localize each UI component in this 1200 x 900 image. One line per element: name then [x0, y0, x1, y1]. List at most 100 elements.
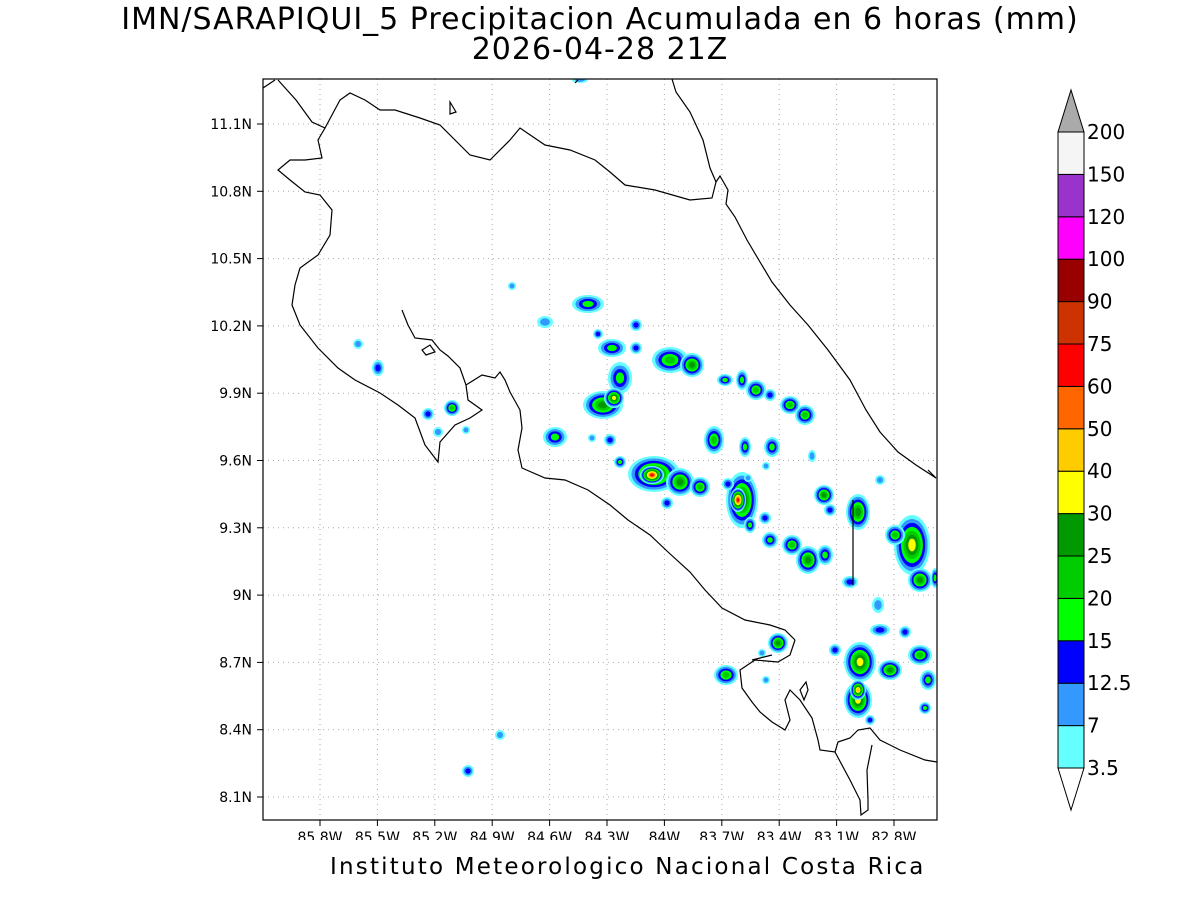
precip-contour [689, 362, 695, 368]
island [449, 99, 457, 115]
precip-contour [736, 498, 740, 502]
lon-tick-label: 83.4W [757, 830, 802, 840]
precip-contour [595, 331, 601, 337]
burica-coast [834, 744, 873, 817]
lat-tick-label: 8.1N [219, 790, 252, 806]
colorbar-label: 60 [1087, 374, 1112, 398]
pacific-coast-north [277, 127, 796, 641]
precip-contour [434, 428, 442, 436]
lake-feature [421, 344, 436, 356]
lat-tick-label: 9.6N [219, 454, 252, 470]
precip-contour [887, 667, 893, 673]
colorbar-box [1057, 216, 1085, 260]
precip-contour [827, 507, 833, 513]
panama-border [751, 469, 937, 702]
colorbar-top-triangle [1057, 88, 1085, 133]
precipitation-map: 85.8W 85.5W 85.2W 84.9W 84.6W 84.3W 84W 83.7W 83… [210, 78, 938, 840]
precip-contour [789, 542, 795, 548]
precip-contour [874, 600, 882, 610]
precip-contour [745, 475, 751, 481]
precip-contour [676, 478, 684, 486]
precip-contour [892, 532, 898, 538]
lon-tick-label: 83.1W [814, 830, 859, 840]
osa-peninsula [739, 639, 937, 763]
precip-contour [821, 492, 827, 498]
colorbar-box [1057, 131, 1085, 175]
precip-contour [449, 405, 455, 411]
institution-credit: Instituto Meteorologico Nacional Costa R… [330, 854, 926, 880]
colorbar-label: 40 [1087, 459, 1112, 483]
precip-contour [496, 731, 504, 739]
colorbar-box [1057, 470, 1085, 515]
precip-contour [540, 318, 550, 326]
colorbar-box [1057, 640, 1085, 684]
precip-contour [867, 717, 873, 723]
map-datetime: 2026-04-28 21Z [471, 32, 729, 67]
precip-contour [922, 705, 928, 711]
precip-contour [753, 387, 759, 393]
lat-tick-label: 9.3N [219, 521, 252, 537]
precip-contour [550, 433, 560, 441]
precip-contour [822, 551, 828, 559]
lat-tick-label: 10.2N [210, 319, 252, 335]
precip-contour [802, 412, 808, 418]
precip-contour [747, 522, 753, 528]
colorbar-box [1057, 343, 1085, 387]
colorbar-label: 7 [1087, 714, 1100, 738]
colorbar-box [1057, 682, 1085, 727]
precip-contour [775, 640, 781, 646]
precip-contour [465, 768, 471, 774]
precip-contour [598, 401, 608, 409]
colorbar-box [1057, 428, 1085, 472]
precip-contour [933, 574, 937, 582]
colorbar-label: 50 [1087, 417, 1112, 441]
lon-tick-label: 85.8W [297, 830, 342, 840]
precip-contour [611, 395, 617, 401]
precip-contour [375, 364, 381, 372]
precip-contour [722, 672, 730, 678]
colorbar-boxes [1057, 88, 1085, 812]
lon-tick-label: 84.9W [470, 830, 515, 840]
axis-ticks: 85.8W 85.5W 85.2W 84.9W 84.6W 84.3W 84W 83.7W 83… [210, 117, 916, 840]
coastlines [263, 79, 937, 817]
precip-contour [650, 473, 654, 477]
colorbar-box [1057, 301, 1085, 345]
precip-contour [742, 443, 748, 451]
precip-contour [916, 652, 924, 658]
precip-contour [787, 402, 793, 408]
precip-contour [769, 443, 775, 451]
precip-contour [767, 392, 773, 398]
precip-contour [664, 356, 676, 364]
colorbar-label: 75 [1087, 332, 1112, 356]
precip-contour [908, 538, 916, 552]
precip-contour [809, 452, 815, 460]
precip-contour [697, 484, 703, 490]
colorbar-label: 30 [1087, 502, 1112, 526]
precip-contour [856, 688, 860, 692]
precip-contour [664, 500, 670, 506]
precip-contour [509, 283, 515, 289]
precip-contour [805, 556, 811, 564]
plot-frame [262, 78, 938, 821]
precip-contour [739, 376, 745, 384]
lon-tick-label: 85.5W [355, 830, 400, 840]
colorbar-label: 20 [1087, 586, 1112, 610]
lon-tick-label: 84.6W [527, 830, 572, 840]
lat-tick-label: 10.5N [210, 252, 252, 268]
precip-contour [855, 507, 861, 517]
lat-tick-label: 10.8N [210, 184, 252, 200]
precip-contour [711, 436, 717, 444]
colorbar-label: 90 [1087, 290, 1112, 314]
lon-tick-label: 84W [649, 830, 681, 840]
lon-tick-label: 82.8W [871, 830, 916, 840]
colorbar-label: 12.5 [1087, 671, 1132, 695]
colorbar-box [1057, 555, 1085, 599]
lon-tick-label: 85.2W [412, 830, 457, 840]
precip-contour [633, 322, 639, 328]
precip-contour [354, 340, 362, 348]
nicaragua-border [277, 79, 717, 201]
lat-tick-label: 9.9N [219, 386, 252, 402]
map-title: IMN/SARAPIQUI_5 Precipitacion Acumulada … [121, 2, 1079, 37]
lon-tick-label: 84.3W [584, 830, 629, 840]
